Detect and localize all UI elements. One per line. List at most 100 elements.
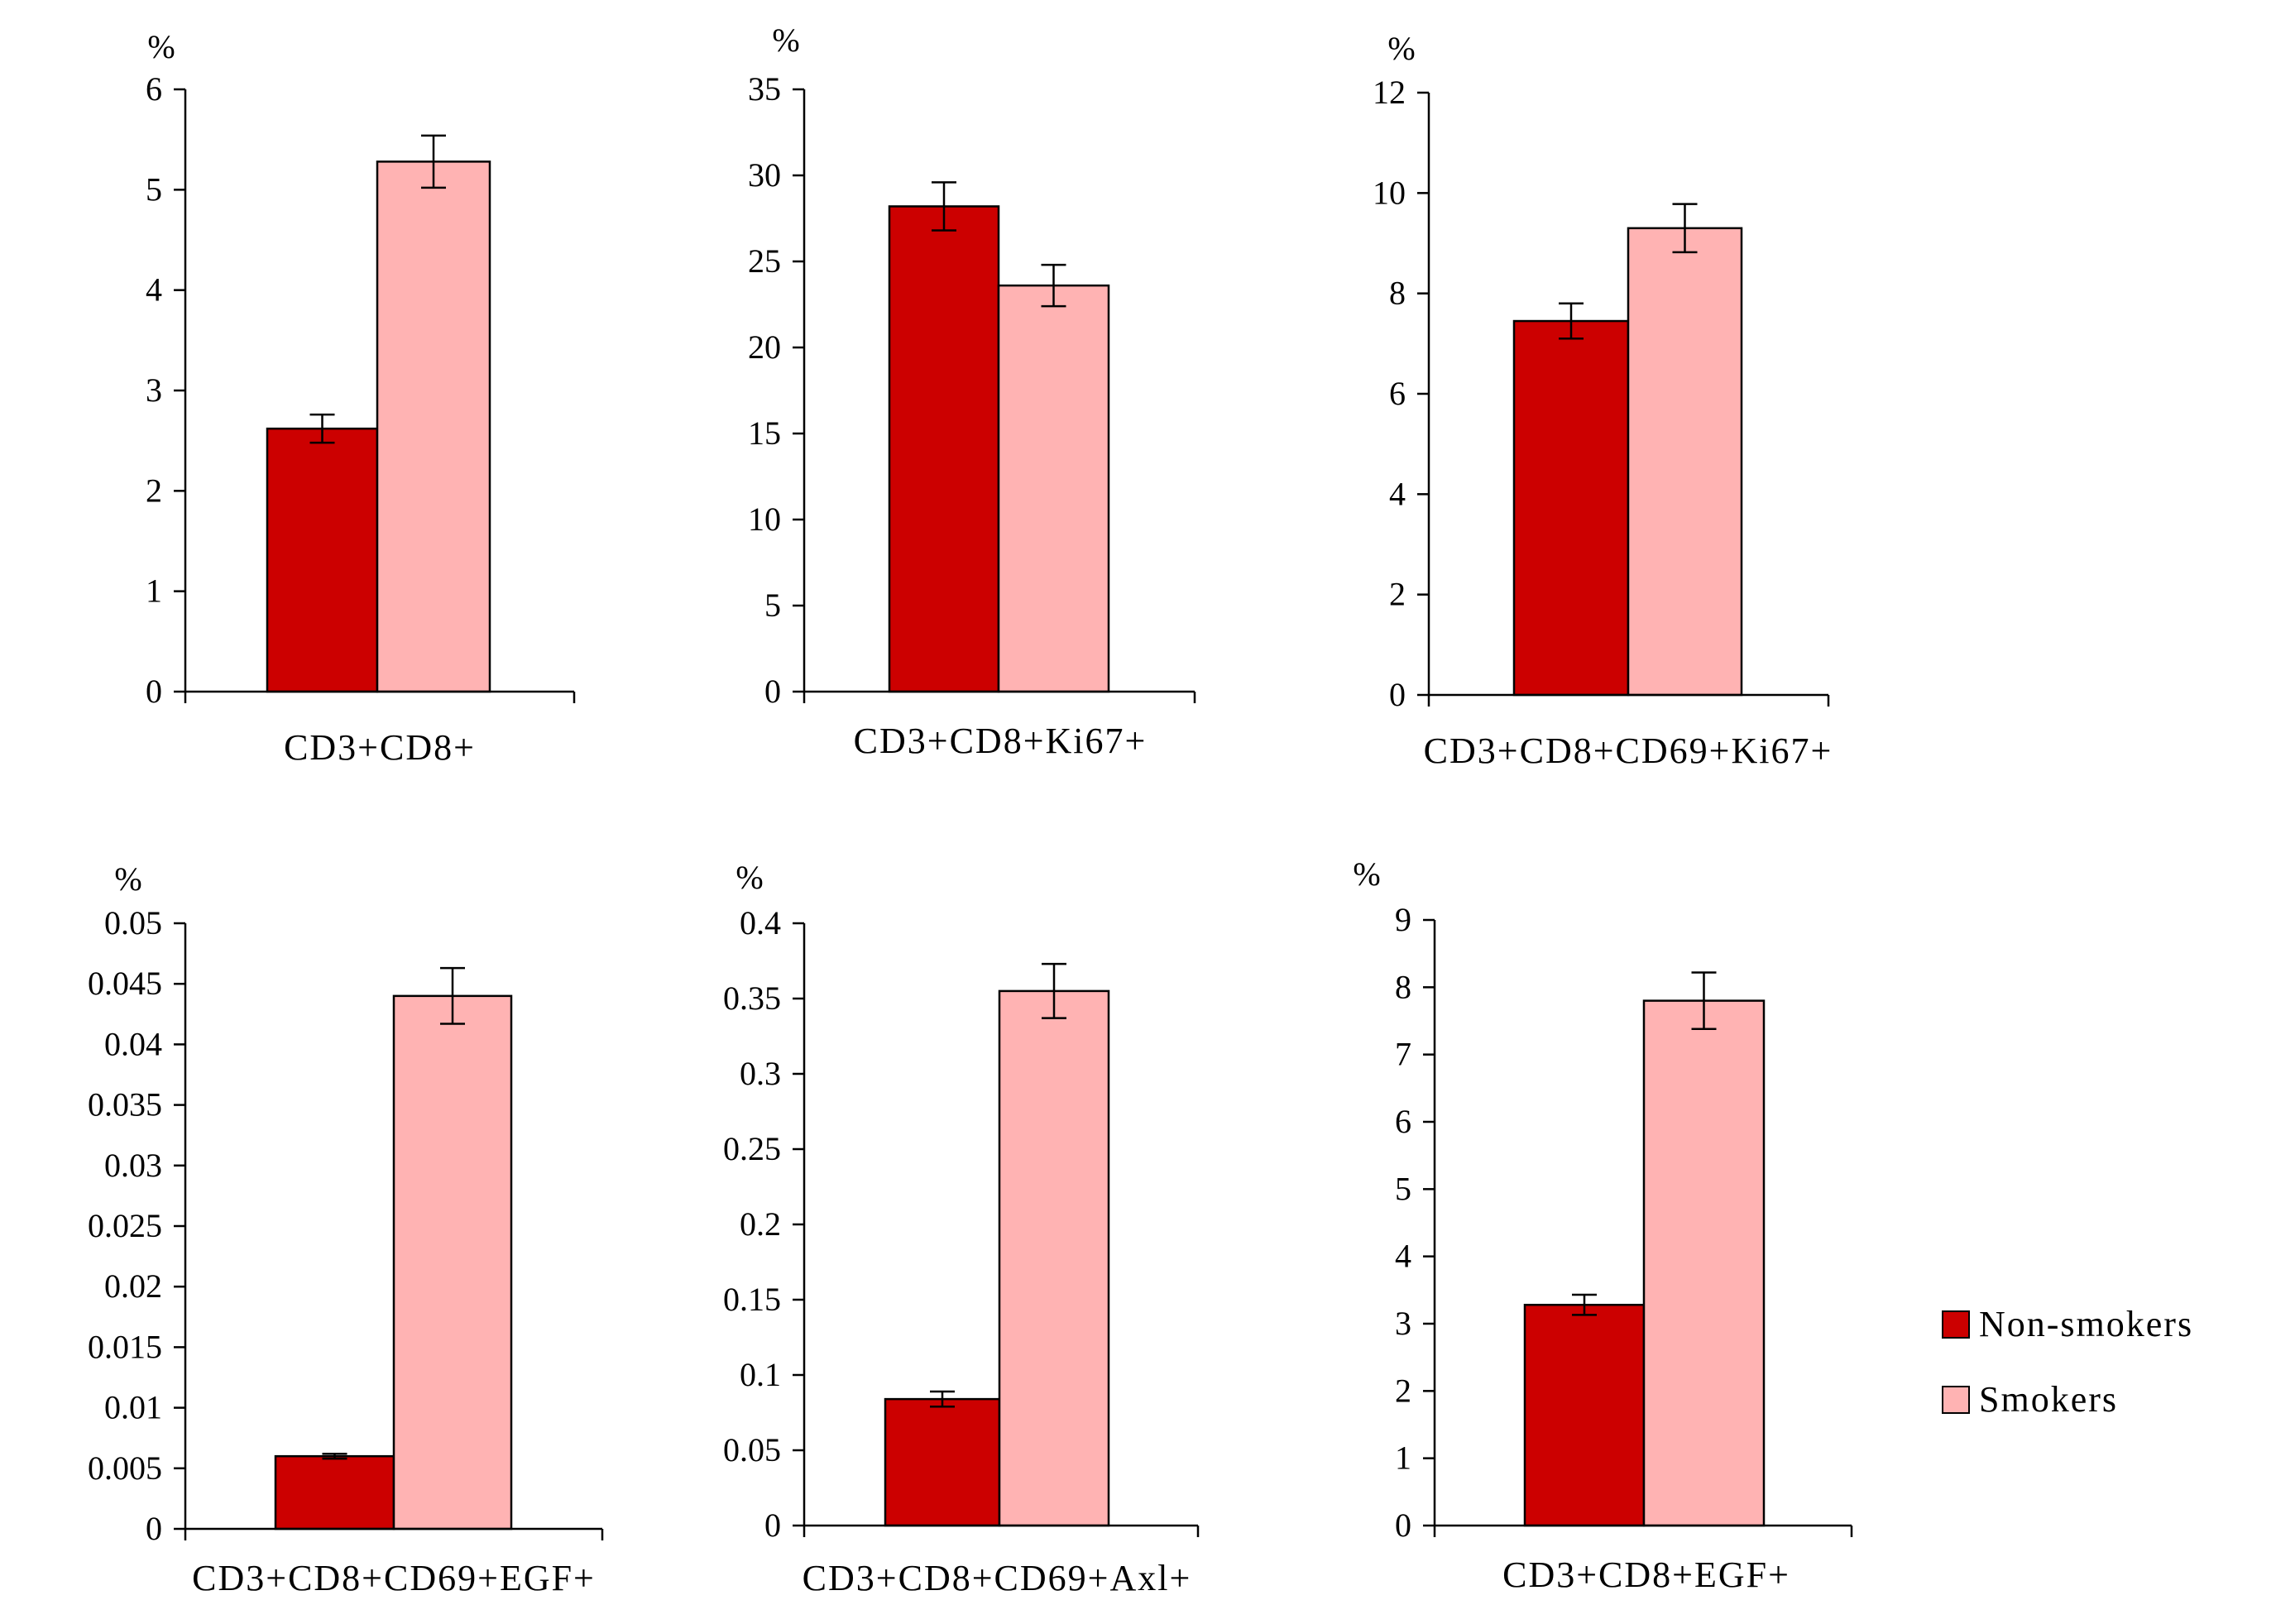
error-bar-smokers: [1672, 203, 1698, 254]
chart-panel-2: 0 5 10 15 20 25 30 35% CD3+CD8+Ki67+: [748, 22, 1196, 761]
error-bar-smokers: [440, 966, 465, 1025]
y-tick-label: 2: [146, 472, 162, 509]
category-label: CD3+CD8+CD69+Axl+: [803, 1558, 1192, 1598]
y-axis-unit-label: %: [1353, 855, 1380, 893]
y-tick-label: 0.03: [104, 1147, 162, 1184]
y-tick-label: 0: [1395, 1507, 1411, 1544]
y-tick-label: 0.04: [104, 1025, 162, 1062]
y-tick-label: 25: [748, 242, 781, 280]
y-axis-unit-label: %: [114, 860, 141, 898]
y-tick-label: 12: [1373, 74, 1406, 111]
bar-non-smokers: [274, 1454, 395, 1531]
y-axis-unit-label: %: [736, 859, 763, 896]
y-tick-label: 0.05: [723, 1431, 781, 1468]
category-label: CD3+CD8+Ki67+: [854, 721, 1148, 761]
y-axis-unit-label: %: [147, 28, 175, 65]
y-tick-label: 20: [748, 328, 781, 366]
y-tick-label: 35: [748, 70, 781, 108]
y-tick-label: 0.035: [88, 1086, 162, 1123]
y-tick-label: 6: [146, 70, 162, 108]
bar-non-smokers: [884, 1397, 1001, 1527]
y-tick-label: 0: [146, 1510, 162, 1547]
y-tick-label: 9: [1395, 901, 1411, 938]
y-tick-label: 2: [1395, 1372, 1411, 1409]
y-tick-label: 0: [764, 1507, 781, 1544]
y-tick-label: 0.045: [88, 965, 162, 1002]
y-tick-label: 0: [146, 673, 162, 710]
y-tick-label: 3: [146, 371, 162, 409]
bar-non-smokers: [266, 427, 379, 693]
y-tick-label: 4: [1389, 475, 1406, 512]
y-tick-label: 10: [748, 501, 781, 538]
error-bar-non-smokers: [309, 413, 335, 444]
chart-panels: 0123456%CD3+CD8+05101520253035%CD3+CD8+K…: [88, 22, 1853, 1598]
category-label: CD3+CD8+: [284, 727, 476, 768]
legend-swatch-smokers: [1942, 1386, 1970, 1414]
y-tick-label: 5: [1395, 1170, 1411, 1207]
y-tick-label: 0.05: [104, 904, 162, 941]
y-tick-label: 0.02: [104, 1267, 162, 1305]
error-bar-smokers: [1041, 263, 1066, 308]
chart-panel-1: 0 1 2 3 4 5 6% CD3+CD8+: [146, 28, 576, 768]
y-tick-label: 30: [748, 156, 781, 194]
y-tick-label: 1: [146, 572, 162, 610]
chart-panel-6: 0 1 2 3 4 5 6 7 8 9% CD3+CD8+EGF+: [1353, 855, 1853, 1595]
y-tick-label: 8: [1395, 968, 1411, 1005]
y-tick-label: 0: [764, 673, 781, 710]
error-bar-non-smokers: [930, 1390, 955, 1408]
category-label: CD3+CD8+CD69+EGF+: [192, 1558, 596, 1598]
bar-non-smokers: [1523, 1303, 1646, 1527]
y-tick-label: 0.2: [740, 1205, 781, 1243]
y-tick-label: 6: [1389, 375, 1406, 412]
y-tick-label: 15: [748, 414, 781, 452]
y-tick-label: 3: [1395, 1305, 1411, 1342]
error-bar-non-smokers: [1559, 302, 1584, 340]
chart-panel-4: 0 0.005 0.01 0.015 0.02 0.025 0.03 0.035 0.04 0.0…: [88, 860, 604, 1598]
y-tick-label: 1: [1395, 1440, 1411, 1477]
bar-non-smokers: [888, 205, 1000, 693]
bar-smokers: [998, 989, 1110, 1527]
y-tick-label: 10: [1373, 174, 1406, 211]
bar-smokers: [376, 160, 491, 693]
error-bar-smokers: [1042, 962, 1066, 1019]
y-tick-label: 0.3: [740, 1055, 781, 1092]
y-tick-label: 0.025: [88, 1207, 162, 1244]
legend: Non-smokers Smokers: [1942, 1304, 2193, 1420]
bar-non-smokers: [1512, 319, 1630, 697]
y-tick-label: 5: [146, 170, 162, 208]
y-axis-unit-label: %: [1387, 30, 1415, 67]
error-bar-non-smokers: [1572, 1293, 1597, 1316]
legend-label-non-smokers: Non-smokers: [1979, 1304, 2193, 1344]
y-tick-label: 8: [1389, 275, 1406, 312]
y-tick-label: 0.35: [723, 980, 781, 1017]
legend-swatch-non-smokers: [1942, 1310, 1970, 1339]
bar-smokers: [1642, 999, 1766, 1527]
y-tick-label: 6: [1395, 1103, 1411, 1140]
chart-panel-3: 0 2 4 6 8 10 12% CD3+CD8+CD69+Ki67+: [1373, 30, 1833, 771]
y-tick-label: 0: [1389, 676, 1406, 713]
y-tick-label: 2: [1389, 576, 1406, 613]
category-label: CD3+CD8+CD69+Ki67+: [1424, 731, 1833, 771]
bar-smokers: [1627, 227, 1743, 697]
y-tick-label: 0.015: [88, 1328, 162, 1365]
y-tick-label: 4: [146, 271, 162, 309]
y-tick-label: 0.25: [723, 1130, 781, 1167]
error-bar-smokers: [1691, 971, 1717, 1031]
error-bar-non-smokers: [932, 181, 956, 232]
bar-smokers: [997, 284, 1110, 693]
y-tick-label: 0.15: [723, 1281, 781, 1318]
error-bar-smokers: [421, 134, 446, 189]
y-tick-label: 4: [1395, 1238, 1411, 1275]
y-tick-label: 0.01: [104, 1389, 162, 1426]
y-tick-label: 0.1: [740, 1356, 781, 1393]
y-axis-unit-label: %: [772, 22, 799, 59]
y-tick-label: 7: [1395, 1036, 1411, 1073]
legend-label-smokers: Smokers: [1979, 1379, 2118, 1420]
error-bar-non-smokers: [322, 1452, 347, 1460]
chart-panel-5: 0 0.05 0.1 0.15 0.2 0.25 0.3 0.35 0.4% CD3+CD8+CD…: [723, 859, 1200, 1598]
bar-smokers: [392, 994, 513, 1531]
y-tick-label: 0.005: [88, 1449, 162, 1487]
category-label: CD3+CD8+EGF+: [1502, 1555, 1790, 1595]
